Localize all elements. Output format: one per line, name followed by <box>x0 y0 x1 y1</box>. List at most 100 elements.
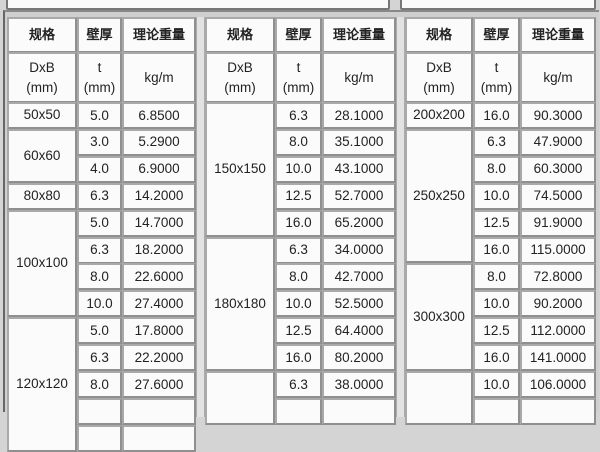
weight-cell: 22.2000 <box>122 344 196 372</box>
weight-cell <box>322 397 396 425</box>
weight-cell: 90.2000 <box>520 290 596 318</box>
thickness-cell: 12.5 <box>473 317 520 345</box>
weight-cell: 106.0000 <box>520 371 596 398</box>
spec-cell: 60x60 <box>7 128 77 183</box>
weight-cell: 90.3000 <box>520 102 596 129</box>
unit-spec: DxB (mm) <box>7 52 77 103</box>
weight-cell: 52.7000 <box>322 182 396 210</box>
weight-cell: 42.7000 <box>322 263 396 291</box>
weight-cell: 72.8000 <box>520 263 596 291</box>
weight-cell: 115.0000 <box>520 236 596 264</box>
weight-cell: 6.9000 <box>122 155 196 183</box>
weight-cell: 28.1000 <box>322 102 396 129</box>
spec-cell: 200x200 <box>405 102 473 129</box>
weight-cell: 6.8500 <box>122 102 196 129</box>
weight-cell <box>520 397 596 425</box>
thickness-cell: 16.0 <box>473 344 520 372</box>
spec-cell: 300x300 <box>405 263 473 371</box>
unit-spec: DxB (mm) <box>205 52 275 103</box>
thickness-cell: 10.0 <box>275 155 322 183</box>
unit-spec: DxB (mm) <box>405 52 473 103</box>
top-caption-box-left <box>6 0 390 10</box>
thickness-cell: 8.0 <box>473 263 520 291</box>
thickness-cell: 8.0 <box>275 263 322 291</box>
spec-cell: 120x120 <box>7 317 77 452</box>
unit-thickness: t (mm) <box>473 52 520 103</box>
thickness-cell: 4.0 <box>77 155 122 183</box>
thickness-cell: 6.3 <box>275 236 322 264</box>
spec-cell: 100x100 <box>7 209 77 318</box>
spec-cell <box>205 371 275 425</box>
spec-cell: 250x250 <box>405 128 473 264</box>
weight-cell: 27.4000 <box>122 290 196 318</box>
unit-thickness: t (mm) <box>77 52 122 103</box>
weight-cell: 112.0000 <box>520 317 596 345</box>
spec-cell: 80x80 <box>7 182 77 210</box>
thickness-cell: 16.0 <box>473 236 520 264</box>
thickness-cell: 5.0 <box>77 317 122 345</box>
weight-cell <box>122 424 196 452</box>
unit-thickness: t (mm) <box>275 52 322 103</box>
thickness-cell: 6.3 <box>77 344 122 372</box>
column-separator <box>396 17 405 417</box>
weight-cell: 22.6000 <box>122 263 196 291</box>
weight-cell: 47.9000 <box>520 128 596 156</box>
header-thickness: 壁厚 <box>77 17 122 53</box>
weight-cell: 35.1000 <box>322 128 396 156</box>
header-spec: 规格 <box>205 17 275 53</box>
thickness-cell: 6.3 <box>473 128 520 156</box>
thickness-cell: 16.0 <box>275 209 322 237</box>
thickness-cell <box>275 397 322 425</box>
weight-cell: 64.4000 <box>322 317 396 345</box>
weight-cell: 34.0000 <box>322 236 396 264</box>
weight-cell: 141.0000 <box>520 344 596 372</box>
weight-cell <box>122 397 196 425</box>
thickness-cell: 8.0 <box>473 155 520 183</box>
weight-cell: 80.2000 <box>322 344 396 372</box>
thickness-cell: 12.5 <box>473 209 520 237</box>
column-separator <box>196 17 205 417</box>
thickness-cell: 5.0 <box>77 102 122 129</box>
header-thickness: 壁厚 <box>275 17 322 53</box>
weight-cell: 5.2900 <box>122 128 196 156</box>
unit-weight: kg/m <box>122 52 196 103</box>
thickness-cell: 6.3 <box>275 371 322 398</box>
weight-cell: 14.2000 <box>122 182 196 210</box>
thickness-cell: 10.0 <box>473 371 520 398</box>
weight-cell: 18.2000 <box>122 236 196 264</box>
spec-cell: 180x180 <box>205 236 275 371</box>
spec-cell <box>405 371 473 425</box>
header-spec: 规格 <box>405 17 473 53</box>
thickness-cell: 10.0 <box>77 290 122 318</box>
thickness-cell <box>77 397 122 425</box>
thickness-cell: 6.3 <box>275 102 322 129</box>
thickness-cell: 3.0 <box>77 128 122 156</box>
weight-cell: 60.3000 <box>520 155 596 183</box>
thickness-cell: 16.0 <box>473 102 520 129</box>
header-thickness: 壁厚 <box>473 17 520 53</box>
weight-cell: 91.9000 <box>520 209 596 237</box>
spec-cell: 150x150 <box>205 102 275 237</box>
thickness-cell: 12.5 <box>275 182 322 210</box>
thickness-cell <box>473 397 520 425</box>
thickness-cell: 6.3 <box>77 182 122 210</box>
header-weight: 理论重量 <box>122 17 196 53</box>
header-weight: 理论重量 <box>322 17 396 53</box>
thickness-cell: 16.0 <box>275 344 322 372</box>
thickness-cell: 10.0 <box>473 182 520 210</box>
weight-cell: 74.5000 <box>520 182 596 210</box>
spec-cell: 50x50 <box>7 102 77 129</box>
weight-cell: 52.5000 <box>322 290 396 318</box>
weight-cell: 14.7000 <box>122 209 196 237</box>
header-spec: 规格 <box>7 17 77 53</box>
weight-cell: 65.2000 <box>322 209 396 237</box>
weight-cell: 43.1000 <box>322 155 396 183</box>
header-weight: 理论重量 <box>520 17 596 53</box>
thickness-cell: 8.0 <box>77 371 122 398</box>
weight-cell: 27.6000 <box>122 371 196 398</box>
unit-weight: kg/m <box>322 52 396 103</box>
thickness-cell: 8.0 <box>77 263 122 291</box>
weight-cell: 38.0000 <box>322 371 396 398</box>
unit-weight: kg/m <box>520 52 596 103</box>
thickness-cell: 10.0 <box>275 290 322 318</box>
